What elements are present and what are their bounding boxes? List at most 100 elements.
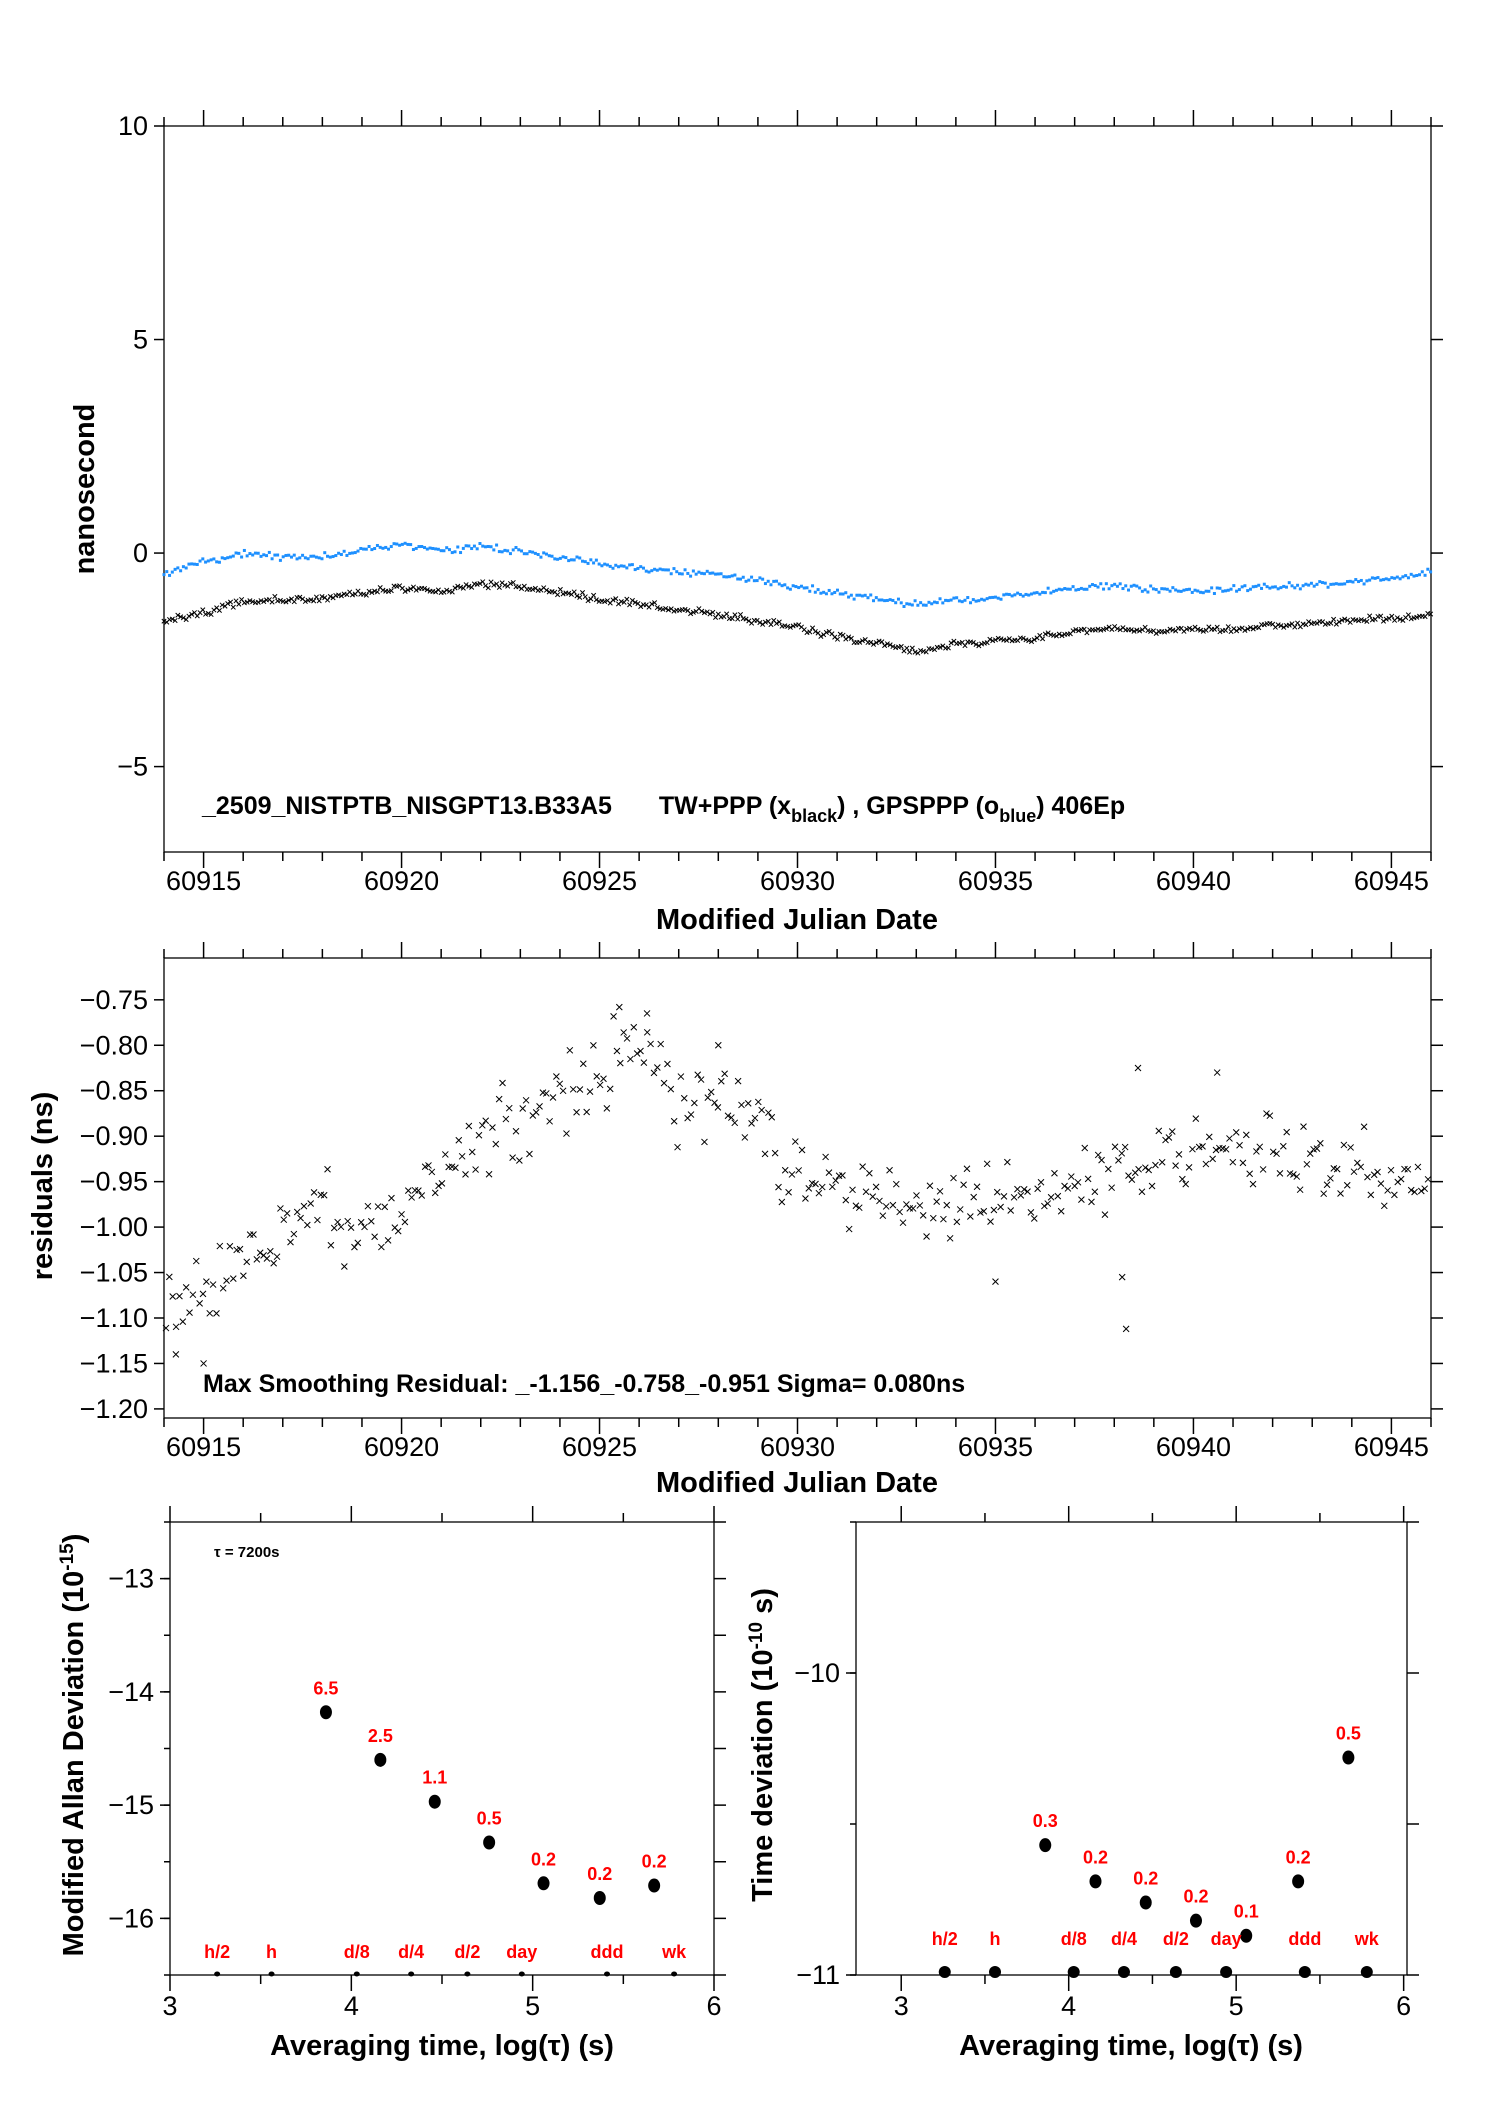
phase-point-blue	[1276, 587, 1280, 591]
phase-point-blue	[265, 554, 269, 558]
residual-point	[438, 1180, 446, 1187]
phase-point-black	[1281, 624, 1287, 630]
residuals-xtick-label: 60920	[364, 1432, 439, 1462]
phase-point-black	[169, 616, 175, 622]
phase-point-blue	[1237, 588, 1241, 592]
phase-point-blue	[963, 598, 967, 602]
phase-point-black	[510, 579, 516, 586]
tdev-xtick-label: 6	[1396, 1991, 1411, 2021]
phase-point-blue	[1359, 578, 1363, 582]
residual-point	[462, 1171, 469, 1178]
phase-point-black	[632, 599, 638, 605]
phase-point-blue	[317, 556, 321, 560]
title-series-2: ) , GPSPPP (o	[837, 792, 999, 820]
phase-point-black	[424, 587, 430, 593]
phase-point-blue	[1071, 585, 1075, 589]
residual-point	[687, 1111, 695, 1118]
phase-point-blue	[262, 553, 266, 557]
phase-point-blue	[1140, 589, 1144, 593]
phase-point-blue	[880, 598, 884, 602]
phase-point-blue	[1404, 574, 1408, 578]
residual-point	[775, 1183, 782, 1191]
phase-point-blue	[714, 572, 718, 576]
phase-point-blue	[1168, 589, 1172, 593]
phase-point-black	[627, 602, 633, 608]
phase-point-blue	[855, 593, 859, 597]
phase-point-blue	[841, 592, 845, 596]
phase-point-blue	[508, 552, 512, 556]
phase-point-blue	[1307, 583, 1311, 587]
phase-point-blue	[1401, 575, 1405, 579]
residual-point	[983, 1160, 991, 1168]
residual-point	[492, 1140, 500, 1148]
residual-point	[1417, 1187, 1425, 1195]
mdev-point-label: 0.2	[587, 1864, 612, 1884]
residual-point	[1380, 1202, 1388, 1210]
phase-point-blue	[1193, 588, 1197, 592]
phase-point-black	[629, 597, 635, 604]
phase-point-blue	[312, 554, 316, 558]
residual-point	[512, 1127, 520, 1135]
phase-point-black	[1103, 626, 1109, 632]
residual-point	[367, 1217, 375, 1225]
residual-point	[815, 1189, 823, 1197]
phase-point-black	[823, 629, 829, 636]
phase-point-blue	[1032, 591, 1036, 595]
phase-point-blue	[561, 555, 565, 559]
residual-point	[475, 1131, 483, 1139]
phase-point-black	[277, 597, 283, 603]
phase-point-blue	[1354, 578, 1358, 582]
residual-point	[206, 1309, 214, 1317]
phase-point-blue	[522, 552, 526, 556]
tdev-marker	[1298, 1966, 1311, 1978]
phase-point-blue	[1429, 570, 1433, 574]
phase-point-blue	[237, 551, 241, 555]
phase-point-black	[1397, 616, 1403, 622]
residuals-xtick-label: 60930	[760, 1432, 835, 1462]
phase-point-black	[189, 611, 195, 617]
phase-point-blue	[581, 559, 585, 563]
phase-ytick-label: 10	[118, 111, 148, 141]
phase-point-blue	[326, 554, 330, 558]
residual-point	[650, 1069, 658, 1077]
tdev-ytick-label: −11	[796, 1960, 840, 1990]
phase-point-blue	[447, 548, 451, 552]
phase-point-blue	[217, 560, 221, 564]
phase-point-black	[602, 598, 608, 605]
phase-point-black	[998, 636, 1004, 642]
residual-point	[1384, 1187, 1391, 1194]
phase-point-blue	[1052, 589, 1056, 593]
phase-point-blue	[1215, 586, 1219, 590]
phase-point-black	[1339, 617, 1345, 623]
phase-point-blue	[528, 550, 532, 554]
phase-point-black	[463, 582, 469, 588]
residual-point	[1300, 1123, 1307, 1130]
phase-point-black	[555, 592, 561, 598]
tdev-point-label: 0.2	[1133, 1869, 1158, 1889]
phase-point-blue	[345, 553, 349, 557]
phase-point-blue	[475, 547, 479, 551]
phase-point-blue	[503, 548, 507, 552]
tdev-axes: 3 4 5 6 −10 −11	[794, 1506, 1419, 2021]
phase-point-blue	[603, 562, 607, 566]
phase-point-blue	[636, 566, 640, 570]
residual-point	[381, 1203, 389, 1211]
phase-xtick-label: 60925	[562, 866, 637, 896]
residual-point	[1158, 1158, 1166, 1166]
phase-point-black	[1295, 620, 1301, 626]
residual-point	[1377, 1180, 1385, 1188]
residual-point	[482, 1117, 490, 1125]
title-suffix: ) 406Ep	[1036, 792, 1125, 820]
phase-point-blue	[439, 549, 443, 553]
tdev-point	[1139, 1895, 1152, 1910]
residual-point	[172, 1323, 180, 1331]
residual-point	[499, 1079, 506, 1087]
residual-point	[1226, 1135, 1233, 1142]
phase-point-blue	[932, 600, 936, 604]
residual-point	[1350, 1168, 1358, 1176]
phase-point-black	[724, 611, 730, 617]
mdev-marker	[353, 1971, 360, 1977]
phase-point-blue	[830, 592, 834, 596]
phase-point-blue	[292, 553, 296, 557]
